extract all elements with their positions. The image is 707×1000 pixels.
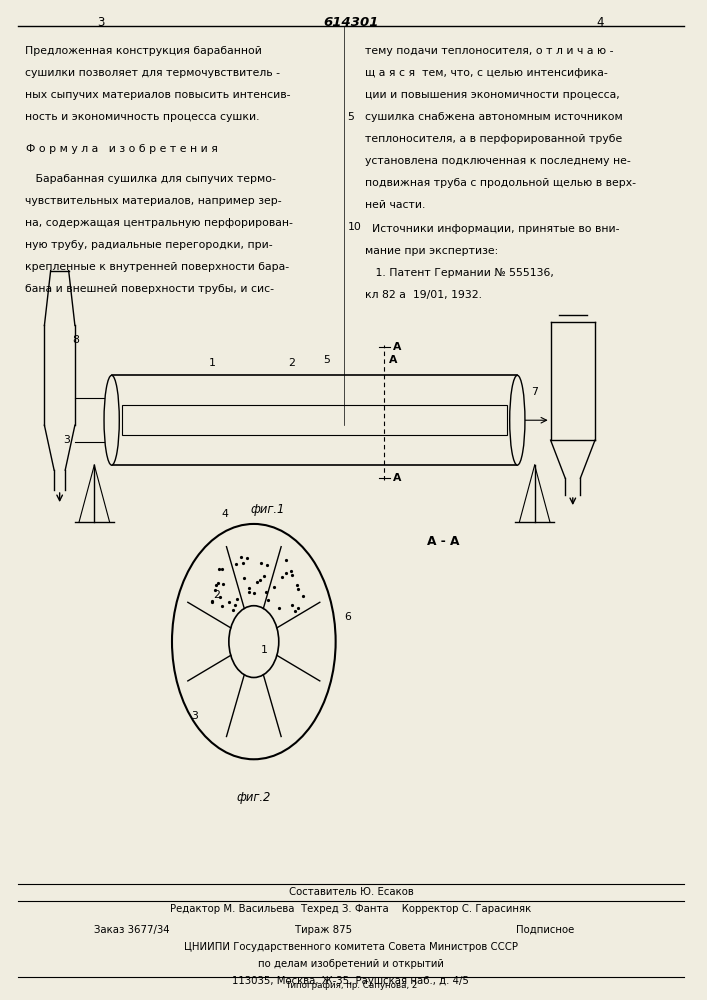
Bar: [122, 405, 507, 435]
Text: Типография, пр. Сапунова, 2: Типография, пр. Сапунова, 2: [285, 981, 417, 990]
Text: крепленные к внутренней поверхности бара-: крепленные к внутренней поверхности бара…: [25, 262, 289, 272]
Text: 3: 3: [98, 16, 105, 29]
Text: щ а я с я  тем, что, с целью интенсифика-: щ а я с я тем, что, с целью интенсифика-: [365, 68, 607, 78]
Text: ней части.: ней части.: [365, 200, 425, 210]
Text: Предложенная конструкция барабанной: Предложенная конструкция барабанной: [25, 46, 262, 56]
Text: A: A: [392, 473, 401, 483]
Ellipse shape: [510, 375, 525, 465]
Text: подвижная труба с продольной щелью в верх-: подвижная труба с продольной щелью в вер…: [365, 178, 636, 188]
Text: A: A: [392, 342, 401, 352]
Text: 3: 3: [192, 711, 199, 721]
Text: Барабанная сушилка для сыпучих термо-: Барабанная сушилка для сыпучих термо-: [25, 174, 276, 184]
Text: 4: 4: [597, 16, 604, 29]
Ellipse shape: [104, 375, 119, 465]
Text: бана и внешней поверхности трубы, и сис-: бана и внешней поверхности трубы, и сис-: [25, 284, 274, 294]
Text: 5: 5: [323, 355, 330, 365]
Text: по делам изобретений и открытий: по делам изобретений и открытий: [258, 959, 444, 969]
Text: 10: 10: [347, 222, 361, 232]
Text: A: A: [389, 355, 397, 365]
Text: 2: 2: [288, 358, 296, 368]
Text: чувствительных материалов, например зер-: чувствительных материалов, например зер-: [25, 196, 281, 206]
Text: 1: 1: [209, 358, 216, 368]
Text: 1: 1: [261, 645, 268, 655]
Text: сушилка снабжена автономным источником: сушилка снабжена автономным источником: [365, 112, 623, 122]
Bar: [112, 375, 518, 465]
Text: установлена подключенная к последнему не-: установлена подключенная к последнему не…: [365, 156, 631, 166]
Text: 614301: 614301: [323, 16, 379, 29]
Text: Редактор М. Васильева  Техред З. Фанта    Корректор С. Гарасиняк: Редактор М. Васильева Техред З. Фанта Ко…: [170, 904, 532, 914]
Text: Источники информации, принятые во вни-: Источники информации, принятые во вни-: [365, 224, 619, 234]
Text: 5: 5: [347, 112, 354, 122]
Text: на, содержащая центральную перфорирован-: на, содержащая центральную перфорирован-: [25, 218, 293, 228]
Text: Подписное: Подписное: [516, 925, 574, 935]
Text: фиг.1: фиг.1: [250, 503, 285, 516]
Text: Составитель Ю. Есаков: Составитель Ю. Есаков: [288, 887, 414, 897]
Text: теплоносителя, а в перфорированной трубе: теплоносителя, а в перфорированной трубе: [365, 134, 622, 144]
Text: ных сыпучих материалов повысить интенсив-: ных сыпучих материалов повысить интенсив…: [25, 90, 291, 100]
Text: 1. Патент Германии № 555136,: 1. Патент Германии № 555136,: [365, 268, 554, 278]
Text: ную трубу, радиальные перегородки, при-: ную трубу, радиальные перегородки, при-: [25, 240, 273, 250]
Text: тему подачи теплоносителя, о т л и ч а ю -: тему подачи теплоносителя, о т л и ч а ю…: [365, 46, 613, 56]
Text: 4: 4: [221, 509, 228, 519]
Text: Тираж 875: Тираж 875: [295, 925, 351, 935]
Text: 6: 6: [344, 612, 351, 622]
Text: кл 82 а  19/01, 1932.: кл 82 а 19/01, 1932.: [365, 290, 481, 300]
Text: фиг.2: фиг.2: [237, 791, 271, 804]
Text: ции и повышения экономичности процесса,: ции и повышения экономичности процесса,: [365, 90, 619, 100]
Text: 8: 8: [72, 335, 79, 345]
Text: 2: 2: [214, 590, 221, 600]
Text: сушилки позволяет для термочувствитель -: сушилки позволяет для термочувствитель -: [25, 68, 280, 78]
Text: 3: 3: [63, 435, 70, 445]
Text: А - А: А - А: [427, 535, 460, 548]
Text: Ф о р м у л а   и з о б р е т е н и я: Ф о р м у л а и з о б р е т е н и я: [26, 144, 218, 154]
Text: 113035, Москва, Ж-35, Раушская наб., д. 4/5: 113035, Москва, Ж-35, Раушская наб., д. …: [233, 976, 469, 986]
Text: Заказ 3677/34: Заказ 3677/34: [94, 925, 170, 935]
Text: 7: 7: [531, 387, 538, 397]
Text: ЦНИИПИ Государственного комитета Совета Министров СССР: ЦНИИПИ Государственного комитета Совета …: [184, 942, 518, 952]
Text: мание при экспертизе:: мание при экспертизе:: [365, 246, 498, 256]
Text: ность и экономичность процесса сушки.: ность и экономичность процесса сушки.: [25, 112, 259, 122]
